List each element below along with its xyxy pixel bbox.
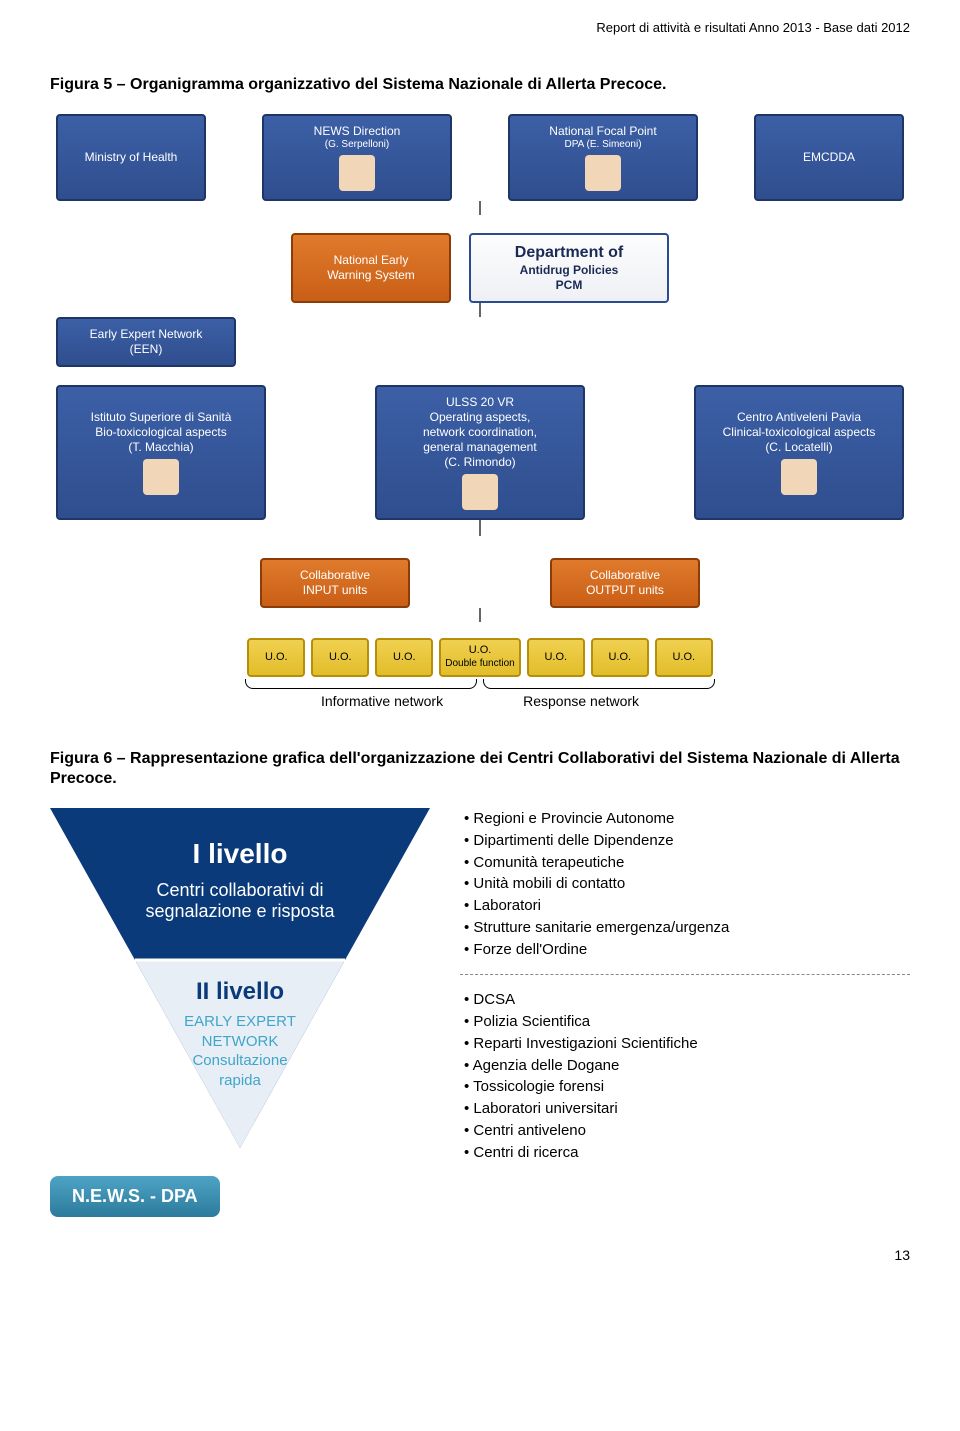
org-box: Early Expert Network(EEN) — [56, 317, 236, 367]
org-box: Istituto Superiore di SanitàBio-toxicolo… — [56, 385, 266, 520]
bullet-item: DCSA — [464, 989, 910, 1011]
level2-sub1: EARLY EXPERT — [50, 1012, 430, 1032]
figure6-title: Figura 6 – Rappresentazione grafica dell… — [50, 749, 910, 791]
bullet-item: Laboratori universitari — [464, 1098, 910, 1120]
bullet-item: Comunità terapeutiche — [464, 852, 910, 874]
person-photo — [339, 155, 375, 191]
level1-sub1: Centri collaborativi di — [50, 880, 430, 901]
org-box: U.O. — [655, 638, 713, 676]
level2-title: II livello — [50, 978, 430, 1006]
org-box: U.O. — [375, 638, 433, 676]
bullet-item: Forze dell'Ordine — [464, 939, 910, 961]
org-box: U.O. — [527, 638, 585, 676]
person-photo — [585, 155, 621, 191]
org-box: Ministry of Health — [56, 114, 206, 202]
figure6-diagram: I livello Centri collaborativi di segnal… — [50, 808, 910, 1217]
level2-block: II livello EARLY EXPERT NETWORK Consulta… — [50, 978, 430, 1090]
org-box: EMCDDA — [754, 114, 904, 202]
level2-bullets: DCSAPolizia ScientificaReparti Investiga… — [460, 989, 910, 1163]
org-box: U.O.Double function — [439, 638, 521, 676]
bullet-item: Dipartimenti delle Dipendenze — [464, 830, 910, 852]
org-box: National Focal PointDPA (E. Simeoni) — [508, 114, 698, 202]
person-photo — [781, 459, 817, 495]
bullet-item: Centri antiveleno — [464, 1120, 910, 1142]
org-box: ULSS 20 VROperating aspects,network coor… — [375, 385, 585, 520]
person-photo — [462, 474, 498, 510]
org-box: U.O. — [591, 638, 649, 676]
org-box: CollaborativeINPUT units — [260, 558, 410, 608]
person-photo — [143, 459, 179, 495]
level1-sub2: segnalazione e risposta — [50, 901, 430, 922]
org-box: CollaborativeOUTPUT units — [550, 558, 700, 608]
bullet-item: Regioni e Provincie Autonome — [464, 808, 910, 830]
organigram: Ministry of Health NEWS Direction(G. Serp… — [50, 114, 910, 709]
org-box: National EarlyWarning System — [291, 233, 451, 303]
news-dpa-box: N.E.W.S. - DPA — [50, 1176, 220, 1217]
informative-network-label: Informative network — [321, 693, 443, 709]
org-box: U.O. — [311, 638, 369, 676]
level1-title: I livello — [50, 838, 430, 870]
level2-sub2: NETWORK — [50, 1032, 430, 1052]
page-number: 13 — [50, 1247, 910, 1263]
bullet-item: Polizia Scientifica — [464, 1011, 910, 1033]
bullet-item: Reparti Investigazioni Scientifiche — [464, 1033, 910, 1055]
figure5-title: Figura 5 – Organigramma organizzativo de… — [50, 75, 910, 96]
bullet-item: Agenzia delle Dogane — [464, 1055, 910, 1077]
divider-dashed — [460, 974, 910, 975]
response-network-label: Response network — [523, 693, 639, 709]
bullet-item: Strutture sanitarie emergenza/urgenza — [464, 917, 910, 939]
level2-sub3: Consultazione — [50, 1051, 430, 1071]
org-box: NEWS Direction(G. Serpelloni) — [262, 114, 452, 202]
bullet-item: Unità mobili di contatto — [464, 873, 910, 895]
page-header: Report di attività e risultati Anno 2013… — [50, 20, 910, 35]
level1-block: I livello Centri collaborativi di segnal… — [50, 838, 430, 922]
level2-sub4: rapida — [50, 1071, 430, 1091]
level1-bullets: Regioni e Provincie AutonomeDipartimenti… — [460, 808, 910, 960]
bullet-item: Tossicologie forensi — [464, 1076, 910, 1098]
bullet-item: Centri di ricerca — [464, 1142, 910, 1164]
org-box: U.O. — [247, 638, 305, 676]
bullet-item: Laboratori — [464, 895, 910, 917]
org-box: Centro Antiveleni PaviaClinical-toxicolo… — [694, 385, 904, 520]
org-box: Department ofAntidrug PoliciesPCM — [469, 233, 669, 303]
